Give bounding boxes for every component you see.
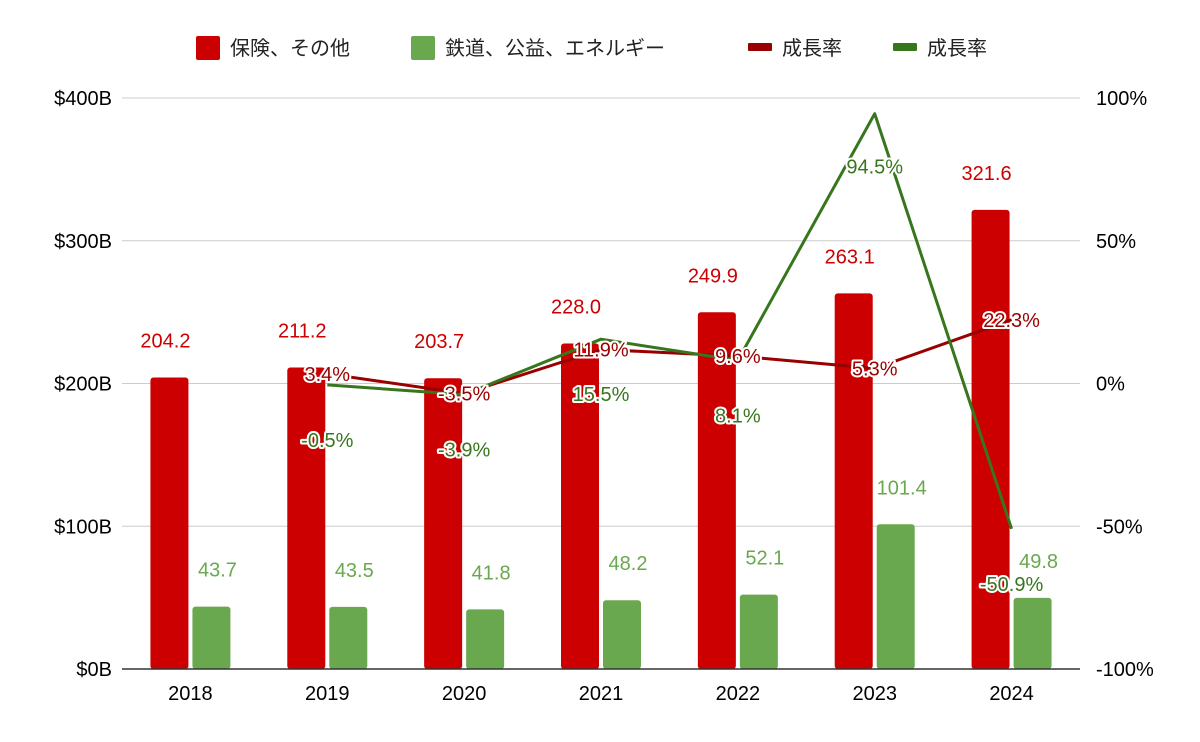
legend-swatch	[411, 36, 435, 60]
series-line	[327, 112, 1014, 530]
bar-data-label: 49.8	[1019, 551, 1058, 573]
bar	[561, 343, 599, 669]
y-left-tick-label: $200B	[54, 374, 112, 396]
bar-data-label: 52.1	[745, 548, 784, 570]
bar-data-label: 101.4	[877, 477, 927, 499]
bar	[697, 312, 736, 669]
x-tick-label: 2020	[442, 683, 487, 705]
bar	[739, 594, 778, 669]
line-data-label: -3.9%	[438, 440, 490, 462]
bar	[424, 378, 463, 669]
y-right-tick-label: 50%	[1096, 231, 1136, 253]
legend-swatch	[893, 43, 917, 51]
x-tick-label: 2018	[168, 683, 213, 705]
y-right-tick-label: 100%	[1096, 88, 1147, 110]
gridlines	[122, 97, 1080, 527]
line-data-label: 5.3%	[852, 358, 898, 380]
bar-data-label: 43.7	[198, 560, 237, 582]
bars	[150, 209, 1052, 669]
bar	[466, 609, 505, 669]
bar-data-label: 204.2	[140, 331, 190, 353]
data-labels: 204.2 211.2 203.7 228.0 249.9 263.1 321.6 43.7 4…	[140, 155, 1058, 598]
y-left-tick-label: $300B	[54, 231, 112, 253]
bar-data-label: 249.9	[688, 265, 738, 287]
axes: $0B $100B $200B $300B $400B -100% -50% 0% 50% 100…	[54, 88, 1154, 705]
x-tick-label: 2023	[852, 683, 897, 705]
y-right-tick-label: -50%	[1096, 516, 1143, 538]
lines	[327, 112, 1014, 530]
y-left-tick-label: $400B	[54, 88, 112, 110]
bar-data-label: 211.2	[278, 321, 327, 343]
bar	[192, 606, 231, 669]
bar-data-label: 41.8	[472, 562, 511, 584]
line-data-label: 3.4%	[304, 364, 350, 386]
bar	[1013, 597, 1052, 669]
bar	[603, 600, 641, 669]
line-data-label: -3.5%	[438, 383, 490, 405]
bar	[150, 377, 189, 669]
bar	[834, 293, 873, 669]
line-data-label: -0.5%	[301, 430, 353, 452]
legend-label: 鉄道、公益、エネルギー	[445, 37, 665, 60]
bar	[329, 606, 368, 669]
y-right-tick-label: 0%	[1096, 374, 1125, 396]
legend-label: 成長率	[782, 37, 842, 60]
legend-label: 保険、その他	[230, 37, 350, 60]
bar-data-label: 321.6	[962, 163, 1012, 185]
x-tick-label: 2024	[989, 683, 1034, 705]
x-tick-label: 2019	[305, 683, 350, 705]
bar	[876, 524, 915, 669]
legend-swatch	[196, 36, 220, 60]
legend-label: 成長率	[927, 37, 987, 60]
y-left-tick-label: $100B	[54, 516, 112, 538]
series-line	[327, 318, 1013, 395]
bar	[287, 367, 326, 669]
legend: 保険、その他 鉄道、公益、エネルギー 成長率 成長率	[196, 36, 987, 60]
bar-data-label: 48.2	[609, 553, 648, 575]
bar-data-label: 43.5	[335, 560, 374, 582]
line-data-label: 9.6%	[715, 346, 761, 368]
bar-data-label: 228.0	[551, 297, 601, 319]
line-data-label: 22.3%	[983, 310, 1040, 332]
line-data-label: 8.1%	[715, 405, 761, 427]
x-tick-label: 2022	[716, 683, 761, 705]
y-left-tick-label: $0B	[76, 659, 112, 681]
bar-data-label: 263.1	[825, 246, 875, 268]
line-data-label: 15.5%	[573, 384, 630, 406]
y-right-tick-label: -100%	[1096, 659, 1154, 681]
legend-swatch	[748, 43, 772, 51]
line-data-label: 94.5%	[846, 157, 903, 179]
bar	[971, 209, 1010, 669]
x-tick-label: 2021	[579, 683, 624, 705]
line-data-label: 11.9%	[573, 340, 628, 362]
line-data-label: -50.9%	[980, 574, 1044, 596]
bar-data-label: 203.7	[414, 331, 464, 353]
